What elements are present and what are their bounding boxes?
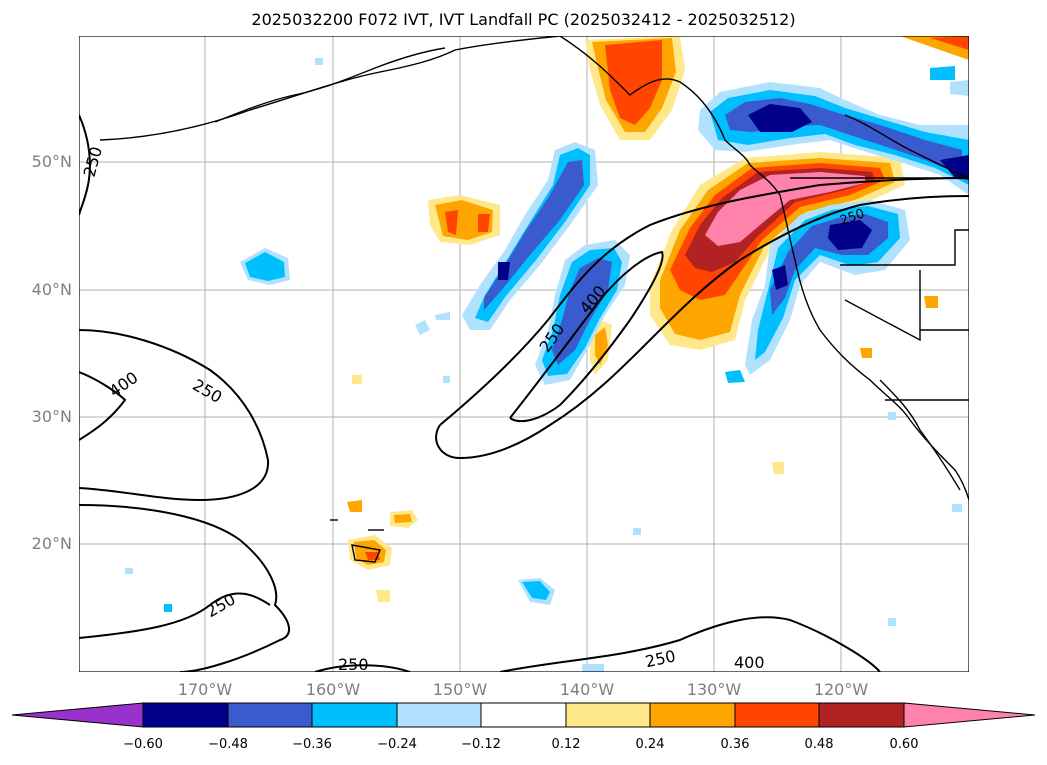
contour-label: 400: [106, 368, 142, 401]
colorbar-segment: [227, 702, 313, 728]
colorbar-segment: [818, 702, 905, 728]
lon-label: 160°W: [305, 680, 361, 699]
lon-label: 120°W: [813, 680, 869, 699]
lon-label: 170°W: [177, 680, 233, 699]
colorbar-tick-label: −0.12: [461, 737, 501, 752]
colorbar-tick-label: 0.12: [551, 737, 581, 752]
colorbar-segment: [565, 702, 651, 728]
lon-label: 140°W: [559, 680, 615, 699]
colorbar-segment: [480, 702, 567, 728]
colorbar-low-extend: [11, 702, 144, 728]
colorbar-tick-label: 0.36: [720, 737, 750, 752]
colorbar-tick-label: −0.48: [208, 737, 248, 752]
colorbar-segment: [396, 702, 482, 728]
lon-label: 130°W: [686, 680, 742, 699]
lat-label: 20°N: [31, 534, 72, 553]
map-title: 2025032200 F072 IVT, IVT Landfall PC (20…: [251, 10, 796, 29]
colorbar-tick-label: −0.36: [292, 737, 332, 752]
coastlines: [99, 36, 969, 563]
negative-anomaly-shading: [125, 58, 969, 672]
colorbar-segment: [649, 702, 736, 728]
contour-label: 250: [189, 375, 225, 407]
colorbar-tick-label: 0.60: [889, 737, 919, 752]
colorbar-tick-label: −0.24: [377, 737, 417, 752]
ivt-contours: [79, 114, 969, 672]
lat-label: 40°N: [31, 280, 72, 299]
colorbar-segment: [142, 702, 229, 728]
contour-label: 250: [80, 144, 106, 178]
colorbar-tick-label: −0.60: [123, 737, 163, 752]
contour-label: 250: [644, 646, 678, 671]
contour-label: 250: [338, 655, 369, 674]
positive-anomaly-shading: [347, 36, 969, 602]
lat-label: 30°N: [31, 407, 72, 426]
colorbar-tick-label: 0.48: [804, 737, 834, 752]
colorbar-high-extend: [903, 702, 1036, 728]
lon-label: 150°W: [432, 680, 488, 699]
contour-label: 400: [734, 653, 765, 672]
colorbar-segment: [311, 702, 398, 728]
colorbar-tick-label: 0.24: [635, 737, 665, 752]
colorbar-segment: [734, 702, 820, 728]
lat-label: 50°N: [31, 152, 72, 171]
colorbar: [11, 702, 1036, 728]
